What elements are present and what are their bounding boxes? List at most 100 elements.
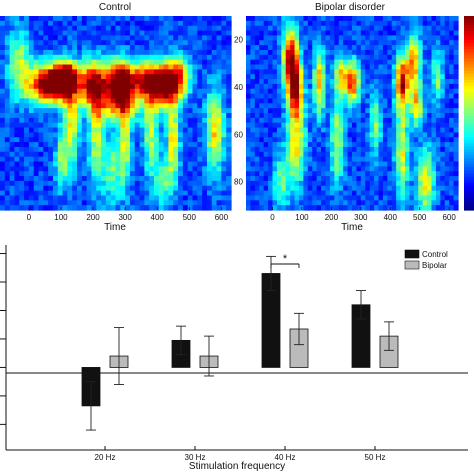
heatmap-cell <box>453 176 459 182</box>
heatmap-cell <box>405 200 411 206</box>
heatmap-cell <box>303 59 309 66</box>
heatmap-cell <box>316 25 322 32</box>
heatmap-cell <box>347 59 353 66</box>
heatmap-cell <box>19 45 25 51</box>
heatmap-cell <box>396 30 402 36</box>
colorbar-segment <box>464 179 474 184</box>
heatmap-cell <box>329 40 335 46</box>
heatmap-cell <box>405 195 411 201</box>
heatmap-cell <box>303 54 309 61</box>
heatmap-cell <box>187 146 194 153</box>
heatmap-cell <box>216 54 222 61</box>
heatmap-cell <box>409 40 415 46</box>
heatmap-cell <box>418 113 424 119</box>
heatmap-cell <box>125 98 131 104</box>
heatmap-cell <box>216 200 222 206</box>
heatmap-cell <box>202 59 208 66</box>
heatmap-cell <box>182 98 189 104</box>
heatmap-cell <box>334 25 340 32</box>
heatmap-cell <box>334 69 340 75</box>
heatmap-cell <box>202 74 208 80</box>
heatmap-cell <box>400 69 406 75</box>
heatmap-cell <box>24 35 30 41</box>
heatmap-cell <box>391 64 397 70</box>
heatmap-cell <box>192 35 198 41</box>
heatmap-cell <box>115 54 121 61</box>
heatmap-cell <box>352 146 358 153</box>
heatmap-cell <box>374 16 380 22</box>
heatmap-cell <box>329 151 335 158</box>
heatmap-cell <box>387 166 393 172</box>
heatmap-cell <box>440 127 446 133</box>
heatmap-cell <box>378 205 384 211</box>
heatmap-cell <box>391 45 397 51</box>
heatmap-cell <box>67 103 73 109</box>
heatmap-cell <box>316 88 322 95</box>
heatmap-cell <box>254 74 260 80</box>
heatmap-cell <box>268 166 274 172</box>
heatmap-cell <box>263 93 269 100</box>
heatmap-cell <box>276 132 282 138</box>
heatmap-cell <box>431 180 437 187</box>
heatmap-cell <box>197 142 203 148</box>
heatmap-cell <box>120 171 126 177</box>
heatmap-cell <box>418 45 424 51</box>
heatmap-cell <box>356 93 362 100</box>
heatmap-cell <box>440 205 446 211</box>
heatmap-cell <box>431 171 437 177</box>
heatmap-cell <box>14 122 20 129</box>
heatmap-cell <box>0 127 6 133</box>
heatmap-cell <box>67 79 73 85</box>
heatmap-cell <box>168 49 174 56</box>
heatmap-x-tick-label: 300 <box>118 213 132 222</box>
heatmap-cell <box>294 161 300 167</box>
heatmap-cell <box>246 171 252 177</box>
heatmap-cell <box>48 20 54 27</box>
heatmap-cell <box>62 180 68 187</box>
heatmap-cell <box>312 88 318 95</box>
heatmap-cell <box>449 171 455 177</box>
heatmap-cell <box>62 30 68 36</box>
heatmap-cell <box>38 79 44 85</box>
heatmap-cell <box>57 64 64 70</box>
heatmap-cell <box>206 64 213 70</box>
heatmap-cell <box>226 83 232 90</box>
heatmap-cell <box>409 171 415 177</box>
heatmap-cell <box>329 25 335 32</box>
heatmap-cell <box>38 200 44 206</box>
heatmap-cell <box>187 74 194 80</box>
heatmap-cell <box>0 35 6 41</box>
heatmap-cell <box>382 190 388 197</box>
heatmap-cell <box>307 49 313 56</box>
heatmap-cell <box>226 93 232 100</box>
heatmap-cell <box>154 54 160 61</box>
heatmap-cell <box>356 98 362 104</box>
heatmap-cell <box>382 117 388 124</box>
heatmap-cell <box>268 171 274 177</box>
heatmap-cell <box>182 49 189 56</box>
heatmap-cell <box>173 171 179 177</box>
heatmap-cell <box>427 54 433 61</box>
heatmap-cell <box>158 59 165 66</box>
heatmap-cell <box>374 190 380 197</box>
heatmap-cell <box>440 146 446 153</box>
heatmap-cell <box>334 45 340 51</box>
heatmap-cell <box>312 54 318 61</box>
colorbar-segment <box>464 64 474 69</box>
heatmap-cell <box>197 40 203 46</box>
heatmap-cell <box>120 205 126 211</box>
heatmap-cell <box>272 88 278 95</box>
heatmap-cell <box>9 64 16 70</box>
heatmap-cell <box>422 127 428 133</box>
heatmap-cell <box>105 142 112 148</box>
heatmap-cell <box>211 88 218 95</box>
heatmap-cell <box>77 49 83 56</box>
heatmap-cell <box>356 49 362 56</box>
heatmap-cell <box>48 190 54 197</box>
heatmap-cell <box>72 127 78 133</box>
heatmap-cell <box>149 64 155 70</box>
heatmap-cell <box>81 30 88 36</box>
heatmap-cell <box>115 151 121 158</box>
heatmap-x-tick-label: 0 <box>27 213 32 222</box>
heatmap-cell <box>329 185 335 192</box>
